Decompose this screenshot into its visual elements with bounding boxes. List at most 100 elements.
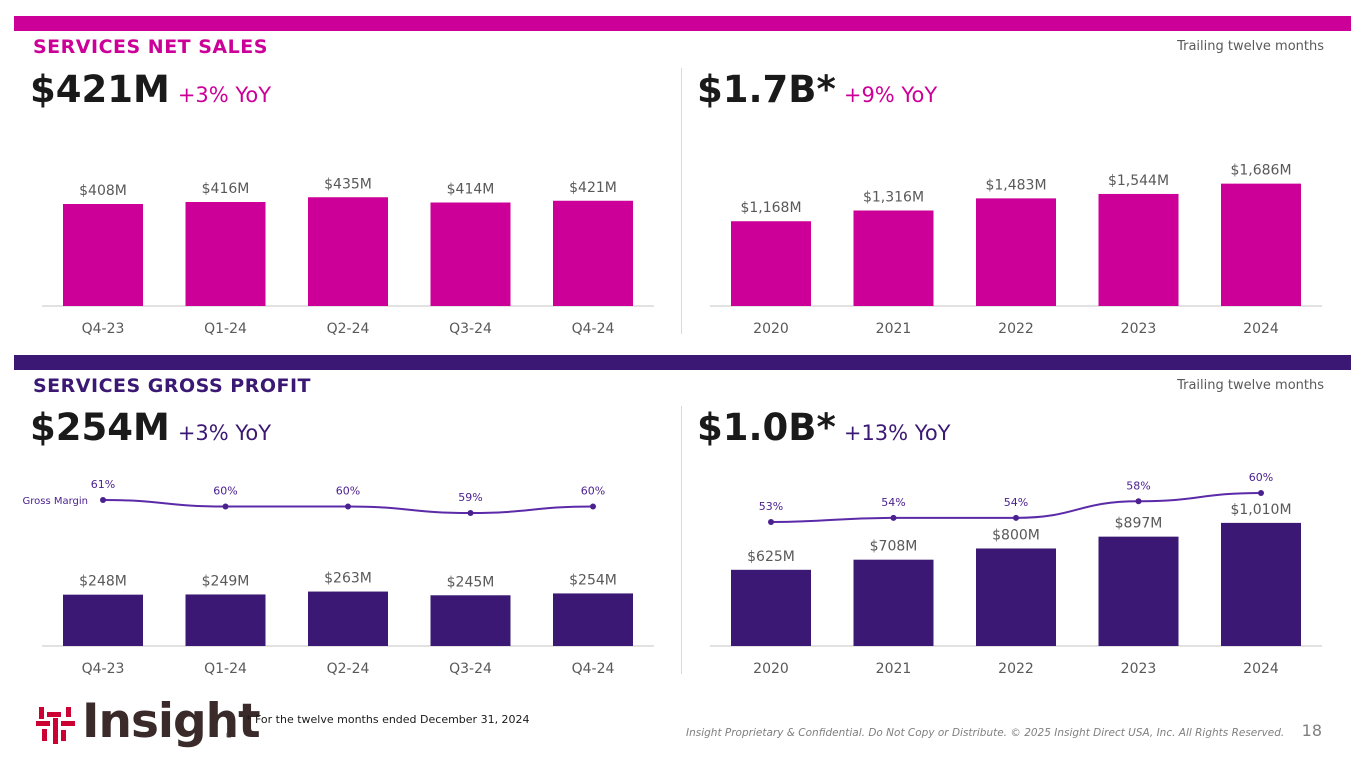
tick-label: 2022 — [998, 661, 1034, 677]
gross-margin-point — [1258, 490, 1264, 496]
tick-label: Q4-24 — [572, 661, 615, 677]
gross-margin-point — [768, 519, 774, 525]
net-sales-annual-yoy: +9% YoY — [843, 83, 938, 107]
bar — [1098, 536, 1179, 646]
data-label: $414M — [447, 182, 495, 198]
net-sales-title: SERVICES NET SALES — [33, 36, 268, 58]
net-sales-annual-chart: $1,168M 2020 $1,316M 2021 $1,483M 2022 $1,544M… — [710, 163, 1322, 337]
data-label: $1,544M — [1108, 173, 1169, 189]
gross-margin-label: 54% — [1004, 496, 1028, 509]
data-label: $1,010M — [1230, 502, 1291, 518]
bar — [731, 569, 811, 646]
data-label: $1,686M — [1230, 163, 1291, 179]
gross-margin-legend: Gross Margin — [22, 496, 88, 507]
gross-margin-label: 60% — [336, 485, 360, 498]
data-label: $248M — [79, 574, 127, 590]
data-label: $416M — [202, 181, 250, 197]
gross-profit-quarter-kpi: $254M +3% YoY — [30, 406, 271, 449]
gross-margin-point — [890, 514, 897, 521]
gross-margin-label: 53% — [759, 500, 783, 513]
tick-label: Q1-24 — [204, 661, 247, 677]
gross-margin-label: 58% — [1126, 479, 1150, 492]
tick-label: Q1-24 — [204, 321, 247, 337]
gross-margin-label: 59% — [458, 491, 482, 504]
tick-label: Q3-24 — [449, 321, 492, 337]
data-label: $421M — [569, 180, 617, 196]
net-sales-ttm-label: Trailing twelve months — [1177, 39, 1324, 54]
bar — [185, 594, 266, 646]
net-sales-header-band — [14, 16, 1351, 31]
tick-label: Q4-23 — [82, 661, 125, 677]
gross-margin-point — [222, 503, 229, 510]
bar — [63, 594, 143, 646]
tick-label: 2021 — [876, 321, 912, 337]
data-label: $897M — [1115, 516, 1163, 532]
net-sales-quarter-yoy: +3% YoY — [177, 83, 272, 107]
insight-logo-text: Insight — [82, 694, 261, 749]
bar — [853, 210, 934, 306]
data-label: $1,168M — [740, 200, 801, 216]
bar — [976, 198, 1056, 306]
gross-profit-header-band — [14, 355, 1351, 370]
tick-label: Q4-24 — [572, 321, 615, 337]
tick-label: Q4-23 — [82, 321, 125, 337]
gross-profit-title: SERVICES GROSS PROFIT — [33, 375, 312, 397]
gross-profit-quarter-value: $254M — [30, 406, 170, 449]
bar — [308, 591, 388, 646]
data-label: $800M — [992, 527, 1040, 543]
gross-profit-annual-kpi: $1.0B* +13% YoY — [697, 406, 951, 449]
bar — [430, 595, 511, 646]
gross-margin-label: 60% — [213, 485, 237, 498]
bar — [553, 200, 633, 306]
gross-margin-point — [100, 497, 106, 503]
data-label: $254M — [569, 572, 617, 588]
data-label: $263M — [324, 571, 372, 587]
bar — [430, 202, 511, 306]
data-label: $435M — [324, 176, 372, 192]
bar — [553, 593, 633, 646]
gross-profit-annual-chart: $625M 2020 $708M 2021 $800M 2022 $897M 2023 $1,0… — [710, 471, 1322, 677]
tick-label: 2021 — [876, 661, 912, 677]
gross-margin-label: 60% — [581, 485, 605, 498]
gross-profit-ttm-label: Trailing twelve months — [1177, 378, 1324, 393]
bar — [976, 548, 1056, 646]
data-label: $1,316M — [863, 189, 924, 205]
gross-margin-point — [1135, 498, 1142, 505]
footnote: * For the twelve months ended December 3… — [246, 713, 530, 726]
insight-logo-icon — [36, 707, 75, 744]
net-sales-annual-value: $1.7B* — [697, 68, 836, 111]
data-label: $625M — [747, 549, 795, 565]
tick-label: Q3-24 — [449, 661, 492, 677]
data-label: $408M — [79, 183, 127, 199]
tick-label: 2023 — [1121, 321, 1157, 337]
net-sales-quarter-kpi: $421M +3% YoY — [30, 68, 271, 111]
data-label: $245M — [447, 574, 495, 590]
tick-label: 2023 — [1121, 661, 1157, 677]
tick-label: 2024 — [1243, 321, 1279, 337]
insight-logo-registered: ® — [225, 731, 233, 740]
bar — [853, 559, 934, 646]
net-sales-annual-kpi: $1.7B* +9% YoY — [697, 68, 937, 111]
gross-margin-point — [590, 503, 596, 510]
data-label: $708M — [870, 539, 918, 555]
tick-label: 2020 — [753, 321, 789, 337]
bar — [1221, 183, 1301, 306]
gross-profit-divider — [681, 406, 682, 674]
data-label: $1,483M — [985, 177, 1046, 193]
tick-label: 2022 — [998, 321, 1034, 337]
page-number: 18 — [1301, 721, 1322, 740]
bar — [1098, 193, 1179, 306]
gross-profit-annual-yoy: +13% YoY — [843, 421, 951, 445]
net-sales-quarterly-chart: $408M Q4-23 $416M Q1-24 $435M Q2-24 $414M Q3-24… — [42, 176, 654, 337]
tick-label: Q2-24 — [327, 661, 370, 677]
bar — [185, 202, 266, 306]
gross-margin-point — [345, 503, 351, 510]
gross-margin-point — [467, 510, 474, 516]
gross-margin-label: 61% — [91, 478, 115, 491]
legal-notice: Insight Proprietary & Confidential. Do N… — [686, 727, 1285, 739]
gross-margin-label: 54% — [881, 496, 905, 509]
net-sales-quarter-value: $421M — [30, 68, 170, 111]
gross-profit-quarter-yoy: +3% YoY — [177, 421, 272, 445]
data-label: $249M — [202, 573, 250, 589]
bar — [1221, 522, 1301, 646]
